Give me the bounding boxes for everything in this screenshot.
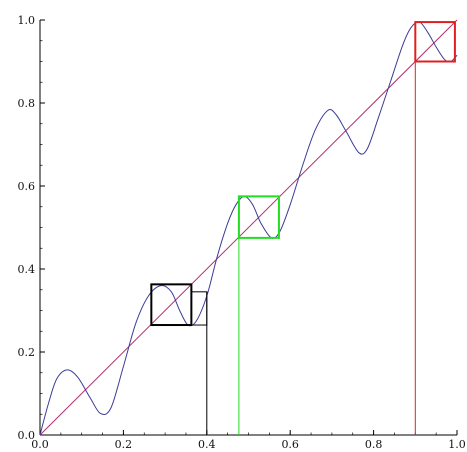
tick-labels: 0.0 0.2 0.4 0.6 0.8 1.0 0.2 0.4 0.6 0.8 1.0 0.0: [18, 14, 466, 451]
x-tick-label: 0.0: [31, 438, 49, 451]
cobweb-box: [414, 21, 456, 63]
x-tick-label: 0.6: [281, 438, 299, 451]
curve-series-line: [39, 21, 458, 436]
cobweb-box: [237, 195, 280, 239]
cobweb-step-box: [190, 291, 208, 326]
y-tick-label: 0.6: [18, 180, 36, 193]
cobweb-boxes: [150, 21, 456, 327]
y-tick-label: 0.4: [18, 263, 36, 276]
diagonal-line: [39, 19, 458, 436]
curve-series: [39, 21, 458, 436]
y-tick-label: 0.8: [18, 97, 36, 110]
y-origin-label: 0.0: [18, 429, 36, 442]
x-tick-label: 0.8: [365, 438, 383, 451]
axes: [39, 19, 458, 436]
x-tick-label: 0.2: [115, 438, 133, 451]
y-tick-label: 0.2: [18, 346, 36, 359]
diagonal-series-line: [39, 19, 458, 436]
x-tick-label: 0.4: [198, 438, 216, 451]
y-tick-label: 1.0: [18, 14, 36, 27]
x-tick-label: 1.0: [448, 438, 466, 451]
